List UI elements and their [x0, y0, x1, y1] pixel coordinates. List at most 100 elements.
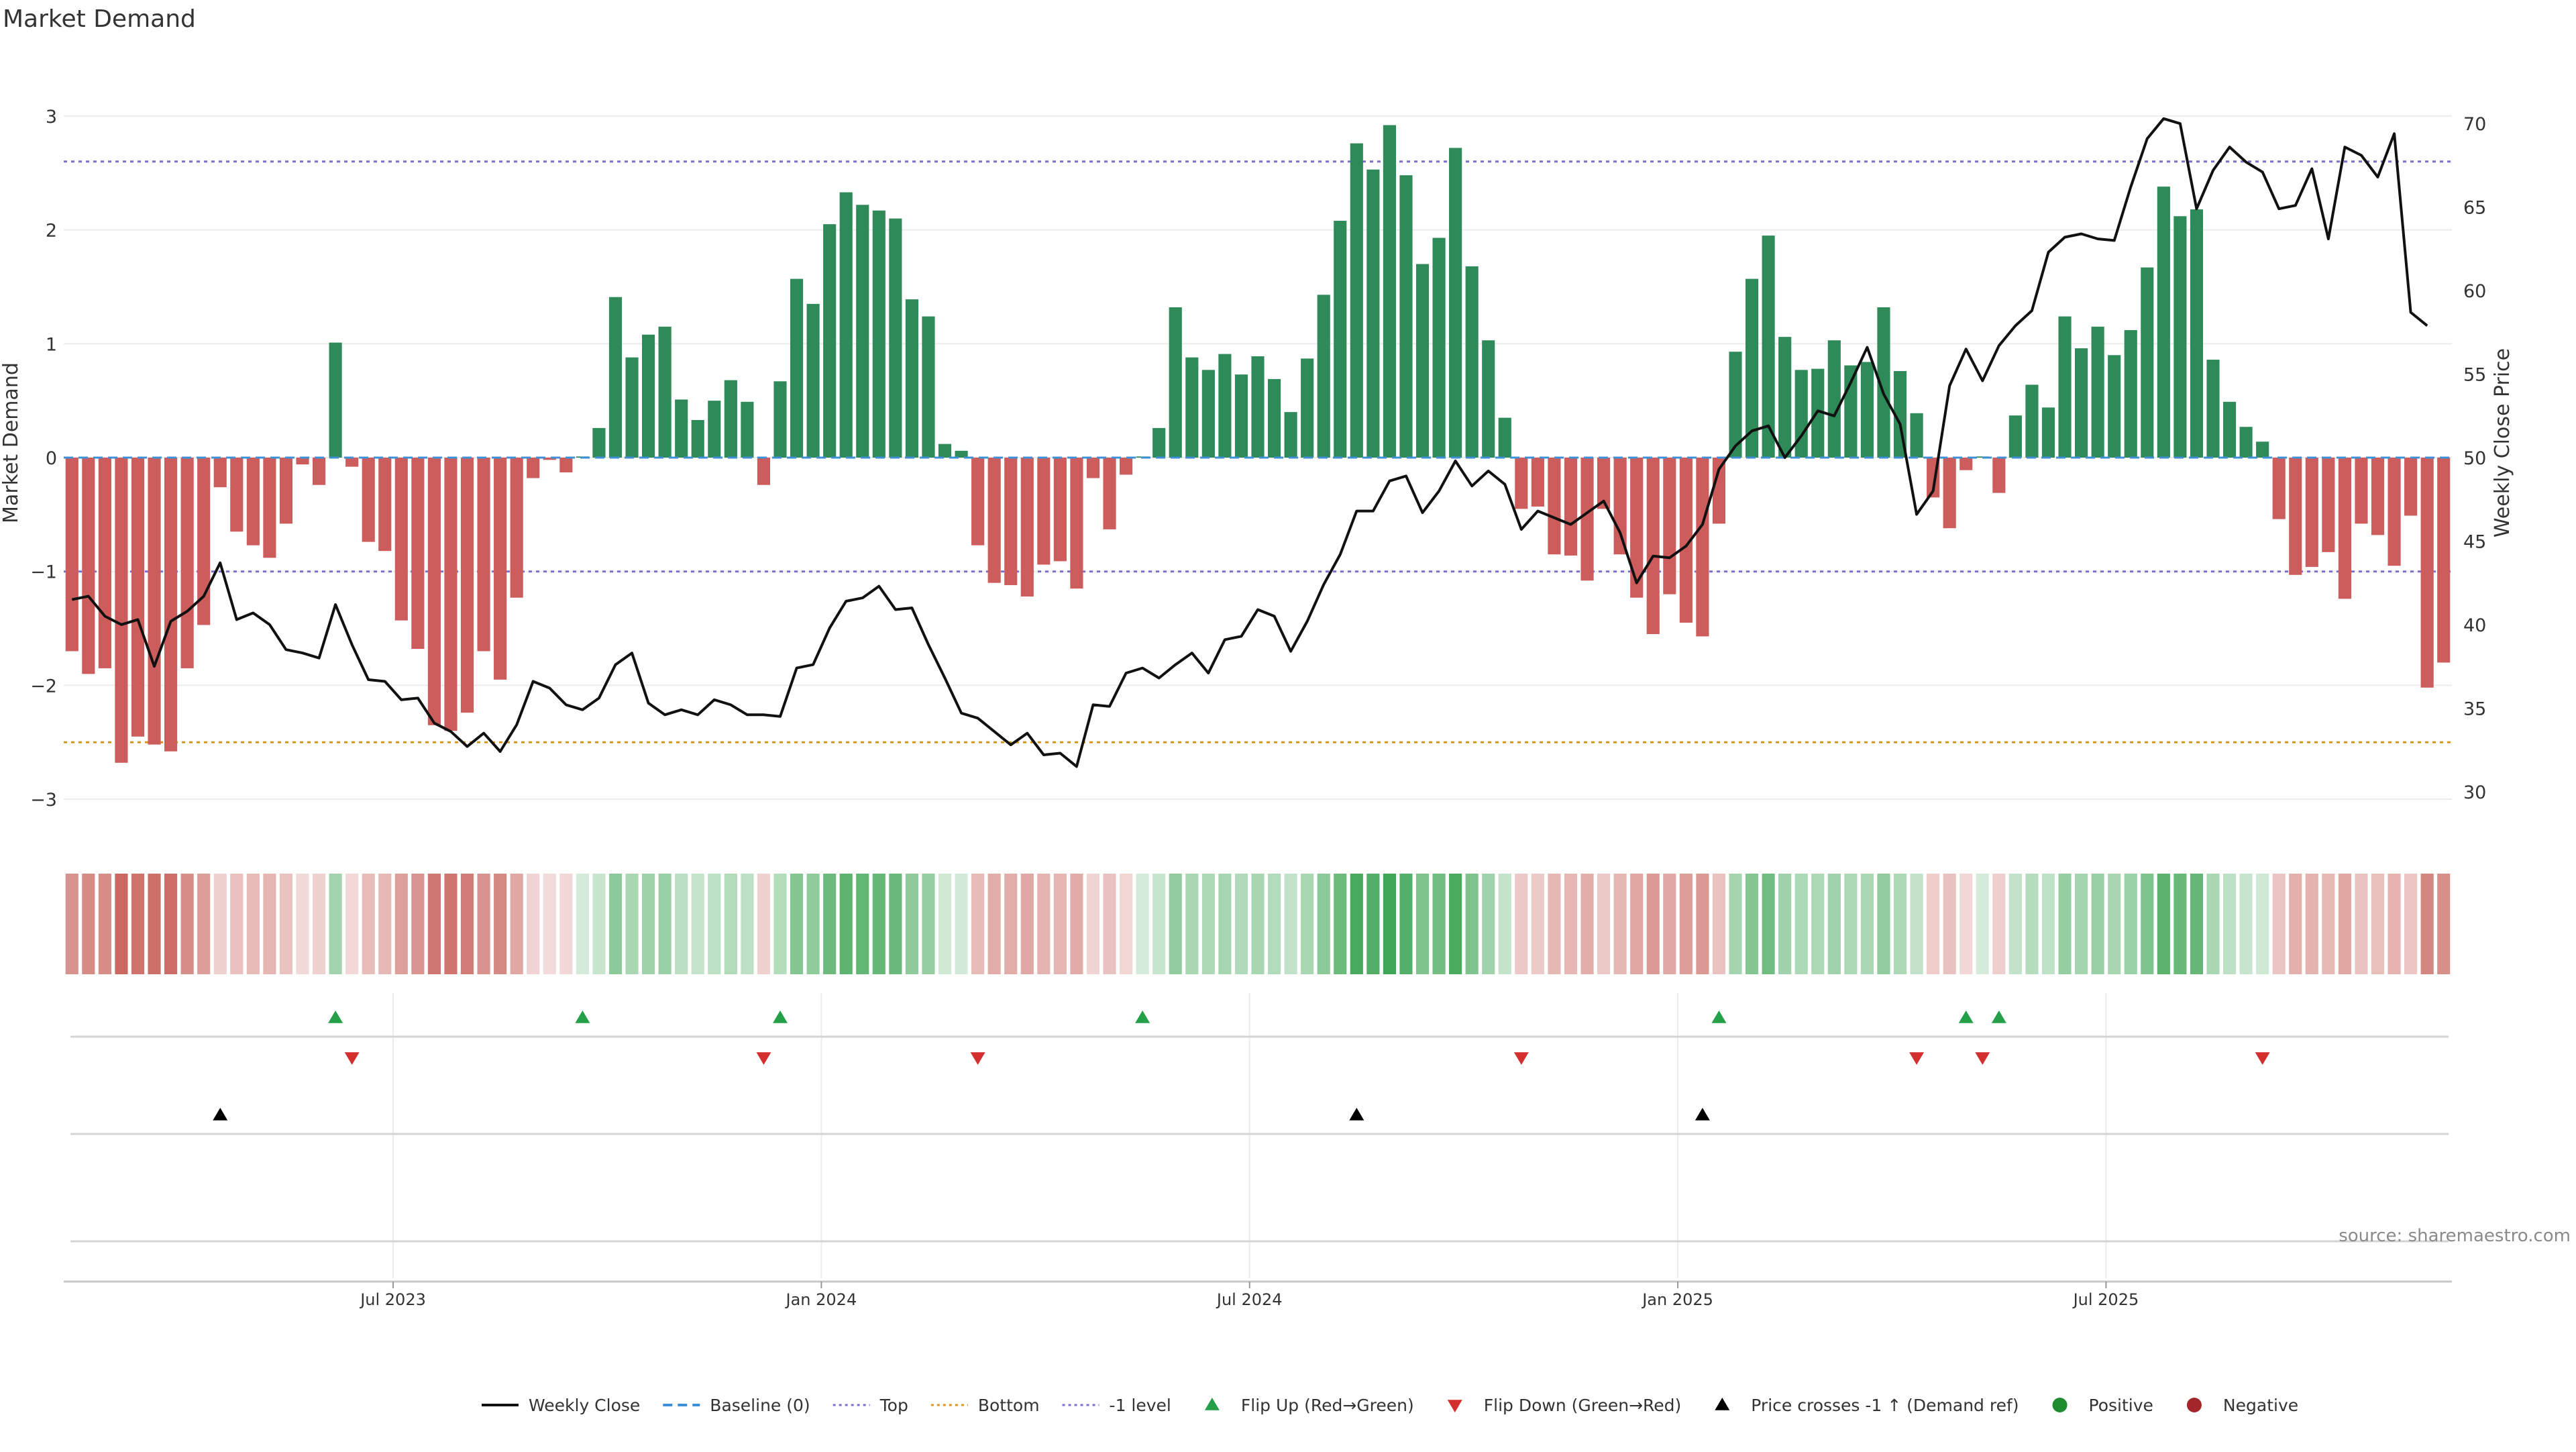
y2-tick-label: 60 [2463, 281, 2486, 302]
heat-cell [971, 874, 985, 974]
demand-bar [1663, 458, 1676, 594]
flip-down-marker [1975, 1052, 1990, 1065]
demand-bar [180, 458, 194, 668]
heat-cell [131, 874, 145, 974]
heat-cell [1515, 874, 1528, 974]
demand-bar [1794, 370, 1808, 458]
demand-bar [427, 458, 441, 725]
demand-bar [592, 427, 606, 458]
demand-bar [2124, 329, 2137, 458]
demand-bar [1943, 458, 1956, 529]
flip-up-marker [773, 1010, 788, 1023]
chart-title: Market Demand [3, 5, 196, 33]
y2-tick-label: 55 [2463, 365, 2486, 386]
demand-bar [1482, 340, 1495, 458]
heat-cell [1976, 874, 1989, 974]
price-cross-marker [1349, 1108, 1364, 1121]
demand-bar [494, 458, 507, 680]
heat-cell [1366, 874, 1380, 974]
heat-cell [1498, 874, 1511, 974]
demand-bar [1960, 458, 1973, 470]
demand-bar [2289, 458, 2302, 575]
heat-cell [1053, 874, 1067, 974]
demand-bar [1037, 458, 1051, 565]
demand-bar [2420, 458, 2434, 688]
demand-bar [1992, 458, 2006, 493]
demand-bar [2371, 458, 2385, 535]
demand-bar [2239, 427, 2253, 458]
legend-label: Bottom [978, 1396, 1040, 1415]
heat-cell [1844, 874, 1858, 974]
demand-bar [1301, 358, 1314, 458]
demand-bar [790, 278, 804, 458]
heat-cell [1169, 874, 1182, 974]
demand-bar [2108, 355, 2121, 458]
heat-cell [1860, 874, 1874, 974]
heat-cell [213, 874, 227, 974]
y2-tick-label: 65 [2463, 198, 2486, 219]
heat-cell [1301, 874, 1314, 974]
heat-cell [625, 874, 639, 974]
demand-bar [1251, 356, 1265, 458]
heat-cell [543, 874, 556, 974]
heat-cell [1679, 874, 1693, 974]
legend-item-flip_down: Flip Down (Green→Red) [1447, 1396, 1682, 1415]
heat-cell [115, 874, 128, 974]
heat-cell [1548, 874, 1561, 974]
heat-cell [180, 874, 194, 974]
heat-cell [1877, 874, 1890, 974]
demand-bar [197, 458, 211, 625]
heat-cell [1449, 874, 1462, 974]
demand-bar [2174, 216, 2187, 458]
heat-cell [559, 874, 573, 974]
legend-label: Positive [2089, 1396, 2153, 1415]
heat-cell [1630, 874, 1644, 974]
heat-cell [1070, 874, 1083, 974]
demand-bar [362, 458, 375, 542]
demand-bar [1745, 278, 1759, 458]
demand-bar [1350, 143, 1363, 458]
legend-item-top: Top [833, 1396, 908, 1415]
demand-bar [1877, 307, 1890, 458]
heat-cell [856, 874, 869, 974]
heat-cell [1201, 874, 1215, 974]
legend-item-negative: Negative [2186, 1396, 2298, 1415]
demand-bar [1020, 458, 1034, 597]
heat-cell [1712, 874, 1726, 974]
y2-tick-label: 30 [2463, 782, 2486, 803]
y-tick-label: 3 [46, 107, 57, 127]
y2-axis-label: Weekly Close Price [2491, 348, 2514, 537]
demand-bar [1729, 352, 1742, 458]
flip-up-marker [1991, 1010, 2006, 1023]
demand-bar [2355, 458, 2368, 524]
heat-cell [1432, 874, 1446, 974]
demand-bar [510, 458, 523, 598]
demand-bar [1086, 458, 1100, 478]
demand-bar [856, 205, 869, 458]
legend-item-cross: Price crosses -1 ↑ (Demand ref) [1715, 1396, 2019, 1415]
demand-bar [1053, 458, 1067, 562]
legend-swatch [2186, 1398, 2202, 1412]
demand-bar [1762, 236, 1775, 458]
heat-cell [2058, 874, 2072, 974]
legend-label: Flip Down (Green→Red) [1484, 1396, 1682, 1415]
heat-cell [1086, 874, 1100, 974]
flip-down-marker [344, 1052, 360, 1065]
heat-cell [1103, 874, 1116, 974]
heat-cell [2272, 874, 2286, 974]
flip-up-marker [1958, 1010, 1974, 1023]
demand-bars [65, 125, 2451, 763]
demand-bar [312, 458, 326, 485]
demand-bar [2322, 458, 2335, 552]
heat-cell [1646, 874, 1660, 974]
y-tick-label: 1 [46, 334, 57, 355]
heat-cell [691, 874, 704, 974]
demand-bar [1103, 458, 1116, 529]
heat-cell [98, 874, 111, 974]
demand-bar [148, 458, 161, 745]
legend-item-positive: Positive [2052, 1396, 2153, 1415]
heat-cell [230, 874, 244, 974]
demand-bar [543, 458, 556, 460]
heat-cell [444, 874, 458, 974]
